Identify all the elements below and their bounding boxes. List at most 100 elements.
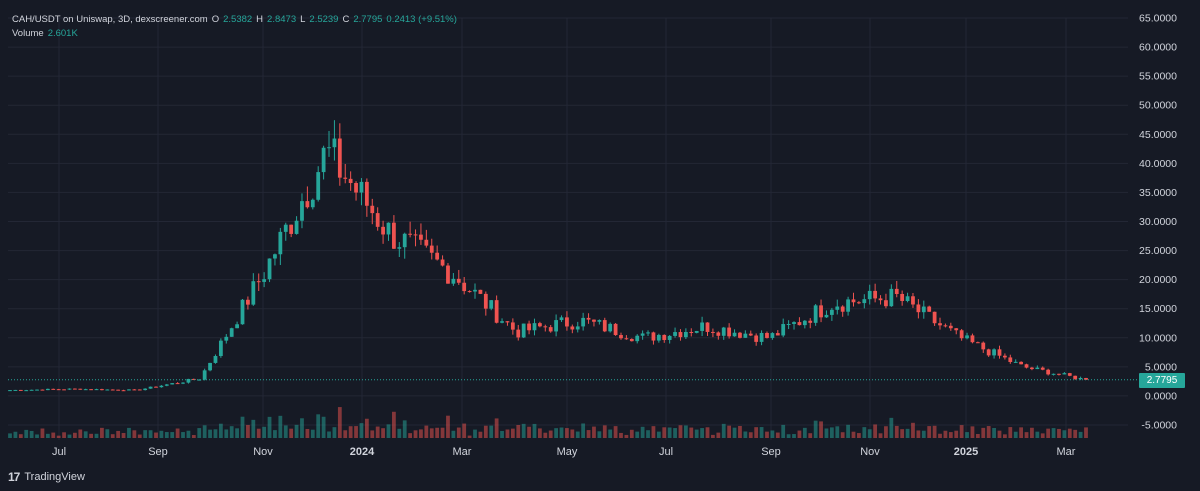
y-tick-label: 15.0000 xyxy=(1139,303,1177,315)
volume-bar xyxy=(500,430,504,438)
symbol-title[interactable]: CAH/USDT on Uniswap, 3D, dexscreener.com xyxy=(12,14,208,25)
candle-body xyxy=(316,172,321,200)
candle-body xyxy=(943,325,948,327)
volume-bar xyxy=(689,427,694,438)
candle-body xyxy=(748,333,753,336)
volume-bar xyxy=(1030,427,1034,438)
volume-bar xyxy=(602,425,607,438)
price-candles xyxy=(8,120,1088,392)
volume-bar xyxy=(397,428,402,438)
candle-body xyxy=(727,327,732,337)
volume-bar xyxy=(143,430,148,438)
candle-body xyxy=(1024,364,1029,368)
volume-bar xyxy=(246,424,250,438)
candle-body xyxy=(911,296,915,305)
candle-body xyxy=(446,265,450,284)
volume-bar xyxy=(640,426,645,438)
volume-bar xyxy=(743,431,748,438)
candle-body xyxy=(819,305,823,318)
volume-bar xyxy=(781,424,786,438)
y-tick-label: 10.0000 xyxy=(1139,332,1177,344)
price-axis[interactable]: 65.0000 60.0000 55.0000 50.0000 45.0000 40.00… xyxy=(1139,13,1177,432)
candle-body xyxy=(840,306,845,312)
volume-bar xyxy=(786,434,791,438)
candle-body xyxy=(694,330,699,333)
candle-body xyxy=(889,288,894,307)
volume-bar xyxy=(451,430,456,438)
volume-bar xyxy=(197,428,202,438)
candle-body xyxy=(1084,377,1088,380)
volume-bar xyxy=(332,427,337,438)
volume-bar xyxy=(727,425,732,438)
volume-bar xyxy=(56,435,61,438)
candle-body xyxy=(548,327,553,332)
x-tick-label: Jul xyxy=(52,446,66,458)
volume-bar xyxy=(294,424,299,438)
candle-body xyxy=(786,323,791,325)
candle-body xyxy=(711,331,715,333)
candle-body xyxy=(402,233,407,248)
candle-body xyxy=(808,320,813,323)
volume-bars xyxy=(8,407,1088,438)
candle-body xyxy=(656,334,661,341)
candle-body xyxy=(348,178,353,184)
volume-bar xyxy=(981,427,986,438)
x-tick-label: Sep xyxy=(148,446,168,458)
volume-bar xyxy=(651,426,656,438)
candle-body xyxy=(1013,361,1018,363)
candle-body xyxy=(289,224,294,234)
candle-body xyxy=(35,389,39,391)
volume-bar xyxy=(646,430,650,438)
volume-bar xyxy=(40,428,45,438)
chart-legend: CAH/USDT on Uniswap, 3D, dexscreener.com… xyxy=(12,13,457,41)
candle-body xyxy=(67,388,72,390)
x-tick-label: Nov xyxy=(253,446,273,458)
candle-body xyxy=(392,222,396,249)
candle-body xyxy=(110,389,115,391)
candle-body xyxy=(154,386,158,388)
volume-bar xyxy=(175,428,180,438)
candle-body xyxy=(191,378,196,380)
candle-body xyxy=(359,181,364,193)
time-axis[interactable]: Jul Sep Nov 2024 Mar May Jul Sep Nov 2025 Mar xyxy=(52,446,1076,458)
volume-bar xyxy=(262,426,267,438)
volume-bar xyxy=(278,415,283,438)
volume-bar xyxy=(343,430,348,438)
tradingview-branding[interactable]: 17 TradingView xyxy=(8,470,85,484)
low-label: L xyxy=(300,14,306,25)
volume-bar xyxy=(943,430,948,438)
candle-body xyxy=(370,205,375,214)
candle-body xyxy=(700,322,704,331)
volume-bar xyxy=(694,429,699,438)
candle-body xyxy=(294,220,299,234)
volume-bar xyxy=(1008,427,1013,438)
volume-bar xyxy=(586,430,591,438)
volume-bar xyxy=(100,427,104,438)
volume-bar xyxy=(700,428,704,438)
volume-label[interactable]: Volume xyxy=(12,28,44,39)
volume-bar xyxy=(624,434,629,438)
volume-bar xyxy=(316,414,321,438)
candle-body xyxy=(283,224,288,232)
volume-bar xyxy=(300,418,304,438)
volume-bar xyxy=(911,422,915,438)
candle-body xyxy=(305,201,310,208)
volume-bar xyxy=(89,433,93,438)
candle-body xyxy=(1078,377,1083,379)
volume-bar xyxy=(310,429,315,438)
y-tick-label: 50.0000 xyxy=(1139,100,1177,112)
volume-bar xyxy=(370,430,375,438)
volume-bar xyxy=(505,429,510,438)
candle-body xyxy=(186,378,191,383)
candle-body xyxy=(581,317,586,327)
candle-body xyxy=(121,390,126,392)
candle-body xyxy=(197,379,202,381)
candle-body xyxy=(175,383,180,385)
volume-bar xyxy=(402,420,407,438)
volume-bar xyxy=(846,424,850,438)
volume-bar xyxy=(575,431,580,438)
candle-body xyxy=(148,386,153,389)
candle-body xyxy=(667,335,672,340)
candle-body xyxy=(662,334,667,340)
